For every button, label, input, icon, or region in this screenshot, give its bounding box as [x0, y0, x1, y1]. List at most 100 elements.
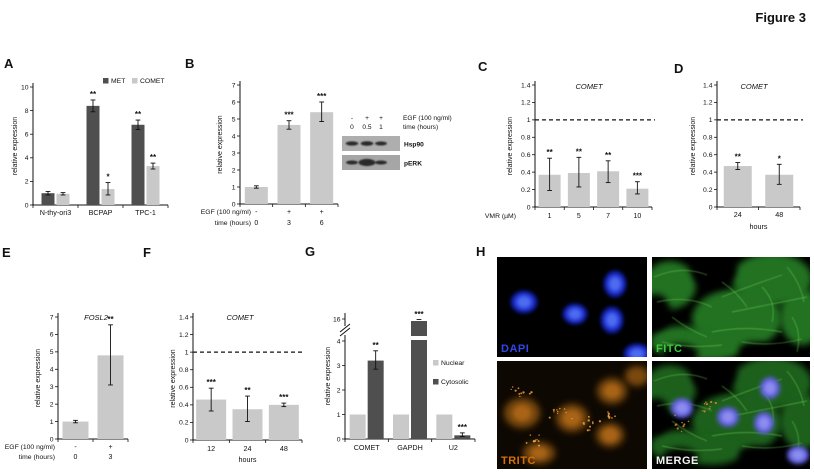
y-axis-label: relative expression	[507, 117, 514, 175]
blot-condition: +	[365, 115, 369, 122]
panel-label-c: C	[478, 59, 488, 74]
blot-band	[360, 141, 374, 146]
blot-condition: -	[351, 115, 353, 122]
micrograph-dapi: DAPI	[497, 257, 647, 357]
x-row-value: +	[108, 444, 112, 451]
significance: **	[150, 153, 157, 162]
bar-lower-segment	[411, 340, 427, 439]
significance: ***	[458, 423, 468, 432]
y-axis-label: relative expression	[325, 347, 332, 405]
y-axis-label: relative expression	[690, 117, 697, 175]
y-tick-label: 2	[50, 401, 54, 408]
dapi-image	[497, 257, 647, 357]
x-row-label: EGF (100 ng/ml)	[201, 209, 251, 216]
bar	[86, 105, 100, 205]
y-tick-label: 1	[709, 117, 713, 124]
legend-swatch	[433, 379, 439, 385]
y-tick-label: 0.6	[521, 152, 531, 159]
y-tick-label: 8	[25, 108, 29, 115]
blot-band	[346, 160, 358, 165]
micrograph-merge: MERGE	[652, 361, 810, 469]
y-axis-label: relative expression	[12, 117, 19, 175]
bar	[393, 414, 409, 439]
significance: ***	[633, 172, 643, 181]
y-tick-label: 1.4	[703, 82, 713, 89]
panel-label-g: G	[305, 244, 316, 259]
x-category-label: TPC-1	[135, 208, 156, 217]
y-tick-label: 0.2	[703, 187, 713, 194]
panel-label-h: H	[476, 244, 486, 259]
y-tick-label: 6	[50, 332, 54, 339]
significance: **	[605, 151, 612, 160]
y-tick-label: 6	[25, 132, 29, 139]
y-tick-label: 5	[50, 349, 54, 356]
y-tick-label: 0	[185, 437, 189, 444]
x-axis-label: hours	[750, 222, 768, 231]
x-category-label: 48	[280, 444, 288, 453]
svg-text:16: 16	[333, 316, 341, 323]
blot-condition-label: EGF (100 ng/ml)	[403, 115, 452, 122]
y-tick-label: 7	[232, 82, 236, 89]
bar	[349, 414, 366, 439]
bar	[567, 173, 590, 207]
bar	[723, 166, 752, 207]
y-tick-label: 1	[50, 419, 54, 426]
x-row-value: 7	[606, 213, 610, 220]
chart-title: COMET	[575, 82, 604, 91]
svg-text:2: 2	[337, 387, 341, 394]
y-tick-label: 0.8	[521, 135, 531, 142]
y-tick-label: 10	[21, 84, 29, 91]
x-row-value: 0	[74, 454, 78, 461]
y-tick-label: 2	[232, 167, 236, 174]
significance: **	[135, 110, 142, 119]
bar	[131, 124, 145, 205]
significance: ***	[414, 310, 424, 319]
y-tick-label: 0	[527, 204, 531, 211]
significance: *	[106, 173, 110, 182]
panel-F-chart: 0 0.2 0.4 0.6 0.8 1 1.2 1.4 relative expression C…	[170, 313, 305, 464]
y-tick-label: 1.4	[179, 314, 189, 321]
y-tick-label: 0.8	[703, 135, 713, 142]
legend-swatch	[132, 78, 138, 84]
y-axis-label: relative expression	[35, 349, 42, 407]
legend-label: Nuclear	[441, 360, 465, 367]
y-tick-label: 5	[232, 116, 236, 123]
bar	[244, 187, 268, 204]
bar	[367, 360, 384, 439]
x-row-label: time (hours)	[19, 454, 55, 461]
micrograph-label-tritc: TRITC	[501, 455, 536, 467]
bar	[62, 421, 89, 439]
micrograph-label-dapi: DAPI	[501, 343, 530, 355]
x-row-label: EGF (100 ng/ml)	[5, 444, 55, 451]
blot-band	[375, 160, 387, 165]
y-tick-label: 3	[232, 150, 236, 157]
x-row-value: 3	[109, 454, 113, 461]
y-tick-label: 0	[709, 204, 713, 211]
tritc-image	[497, 361, 647, 469]
x-category-label: 12	[207, 444, 215, 453]
legend-label: Cytosolic	[441, 379, 469, 386]
bar	[597, 171, 620, 207]
blot-condition-label: time (hours)	[403, 124, 438, 131]
bar	[268, 404, 299, 440]
x-category-label: U2	[449, 443, 458, 452]
significance: **	[90, 90, 97, 99]
y-tick-label: 0.2	[521, 187, 531, 194]
y-tick-label: 0.4	[521, 169, 531, 176]
chart-title: COMET	[740, 82, 769, 91]
legend-label: MET	[111, 78, 125, 85]
chart-title: FOSL2	[84, 313, 109, 322]
svg-text:4: 4	[337, 338, 341, 345]
significance: ***	[279, 393, 289, 402]
x-row-value: -	[74, 444, 77, 451]
x-axis-label: hours	[239, 455, 257, 464]
blot-band	[358, 158, 376, 167]
micrograph-tritc: TRITC	[497, 361, 647, 469]
x-row-value: 0	[254, 220, 258, 227]
bar	[436, 414, 453, 439]
y-axis-label: relative expression	[170, 349, 177, 407]
y-tick-label: 4	[50, 367, 54, 374]
y-tick-label: 3	[50, 384, 54, 391]
